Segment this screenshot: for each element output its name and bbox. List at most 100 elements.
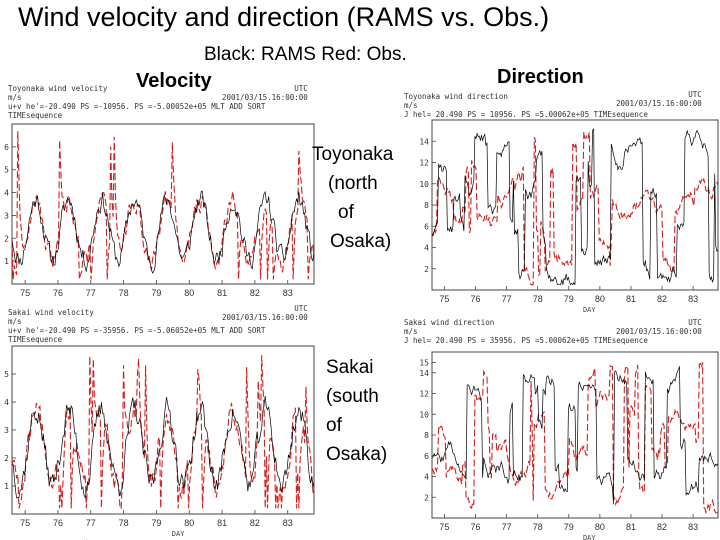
chart-header-line: Sakai wind velocity: [8, 308, 94, 317]
x-tick-label: 75: [439, 522, 449, 532]
slide-title: Wind velocity and direction (RAMS vs. Ob…: [18, 2, 550, 32]
chart-header-line: J hel= 20.490 PS = 10956. PS =5.00062e+0…: [404, 110, 648, 119]
x-tick-label: 78: [533, 522, 543, 532]
y-tick-label: 8: [424, 201, 429, 210]
y-tick-label: 3: [4, 211, 9, 220]
x-tick-label: 81: [217, 518, 227, 528]
y-tick-label: 12: [419, 390, 429, 399]
y-tick-label: 6: [424, 452, 429, 461]
chart-header-line: TIMEsequence: [8, 111, 63, 120]
y-tick-label: 8: [424, 431, 429, 440]
plot-area: 1 2 3 4 5 6 75 76 77 78 79 80 81 82 83: [4, 123, 315, 298]
chart-header-line: Toyonaka wind velocity: [8, 84, 108, 93]
x-tick-label: 80: [595, 294, 605, 304]
rams-series-line: [12, 190, 314, 274]
obs-series-line: [12, 355, 314, 509]
chart-header-line: J hel= 20.490 PS = 35956. PS =5.00062e+0…: [404, 336, 648, 345]
station-label-sakai: Sakai (south of Osaka): [326, 353, 387, 469]
chart-header-line: UTC: [688, 90, 702, 99]
rams-series-line: [432, 128, 718, 286]
y-tick-label: 4: [424, 473, 429, 482]
x-tick-label: 76: [471, 294, 481, 304]
x-axis-label: DAY: [583, 534, 596, 540]
y-tick-label: 12: [419, 159, 429, 168]
y-tick-label: 1: [4, 482, 9, 491]
legend-note: Black: RAMS Red: Obs.: [204, 44, 407, 65]
x-tick-label: 77: [502, 522, 512, 532]
x-tick-label: 77: [86, 518, 96, 528]
y-tick-label: 5: [4, 370, 9, 379]
station-label-line: (south: [326, 386, 379, 407]
x-tick-label: 76: [53, 288, 63, 298]
x-tick-label: 83: [688, 522, 698, 532]
x-tick-label: 83: [688, 294, 698, 304]
chart-header-line: m/s: [404, 327, 418, 336]
chart-header-line: u+v he'=-20.490 PS =-10956. PS =-5.00052…: [8, 102, 266, 111]
y-tick-label: 2: [4, 234, 9, 243]
x-tick-label: 76: [471, 522, 481, 532]
y-tick-label: 3: [4, 426, 9, 435]
x-tick-label: 79: [151, 518, 161, 528]
y-tick-label: 15: [419, 358, 429, 367]
plot-area: 246810121415757677787980818283DAYwsacai: [419, 351, 719, 540]
plot-frame: [11, 123, 315, 285]
y-tick-label: 2: [424, 493, 429, 502]
y-tick-label: 1: [4, 257, 9, 266]
rams-series-line: [432, 366, 718, 505]
x-tick-label: 75: [20, 288, 30, 298]
plot-area: 2468101214757677787980818283DAYwsacai: [419, 119, 719, 314]
chart-header-line: Sakai wind direction: [404, 318, 495, 327]
x-axis-label: DAY: [583, 306, 596, 314]
chart-header-line: 2001/03/15.16:00:00: [222, 313, 308, 322]
rams-series-line: [12, 395, 314, 499]
x-tick-label: 78: [533, 294, 543, 304]
station-label-line: of: [326, 415, 342, 436]
x-tick-label: 77: [502, 294, 512, 304]
x-tick-label: 82: [250, 288, 260, 298]
chart-header-line: 2001/03/15.16:00:00: [616, 99, 702, 108]
station-label-line: of: [338, 202, 354, 223]
chart-sakai-velocity: Sakai wind velocity m/s u+v he'=-20.490 …: [0, 300, 318, 540]
x-tick-label: 83: [283, 518, 293, 528]
x-tick-label: 82: [657, 294, 667, 304]
y-tick-label: 10: [419, 180, 429, 189]
x-tick-label: 81: [626, 522, 636, 532]
chart-header-line: u+v he'=-20.490 PS =-35956. PS =-5.06052…: [8, 326, 266, 335]
chart-header-line: UTC: [294, 304, 308, 313]
y-tick-label: 14: [419, 137, 429, 146]
x-axis-label: DAY: [172, 530, 185, 538]
chart-header-line: m/s: [8, 93, 22, 102]
x-tick-label: 82: [250, 518, 260, 528]
station-label-line: Osaka): [326, 444, 388, 465]
x-tick-label: 79: [151, 288, 161, 298]
chart-header-line: 2001/03/15.16:00:00: [616, 327, 702, 336]
y-tick-label: 5: [4, 166, 9, 175]
chart-toyonaka-velocity: Toyonaka wind velocity m/s u+v he'=-20.4…: [0, 80, 318, 300]
x-tick-label: 77: [86, 288, 96, 298]
x-tick-label: 83: [283, 288, 293, 298]
chart-header-line: m/s: [404, 101, 418, 110]
y-tick-label: 4: [424, 244, 429, 253]
x-tick-label: 75: [20, 518, 30, 528]
station-label-toyonaka: Toyonaka (north of Osaka): [312, 140, 393, 256]
plot-area: 12345757677787980818283DAYuivs2001: [4, 345, 315, 540]
y-tick-label: 10: [419, 410, 429, 419]
station-label-line: Sakai: [326, 357, 374, 378]
chart-header-line: UTC: [294, 84, 308, 93]
chart-sakai-direction: Sakai wind direction m/s J hel= 20.490 P…: [402, 316, 720, 540]
x-tick-label: 75: [439, 294, 449, 304]
y-tick-label: 2: [424, 265, 429, 274]
obs-series-line: [432, 131, 718, 286]
y-tick-label: 6: [424, 222, 429, 231]
chart-toyonaka-direction: Toyonaka wind direction m/s J hel= 20.49…: [402, 86, 720, 314]
obs-series-line: [432, 362, 718, 515]
x-tick-label: 80: [595, 522, 605, 532]
chart-header-line: TIMEsequence: [8, 335, 63, 344]
y-tick-label: 4: [4, 398, 9, 407]
x-tick-label: 82: [657, 522, 667, 532]
y-tick-label: 4: [4, 189, 9, 198]
obs-series-line: [12, 130, 314, 280]
velocity-heading: Velocity: [136, 70, 212, 92]
x-tick-label: 76: [53, 518, 63, 528]
x-tick-label: 80: [184, 288, 194, 298]
